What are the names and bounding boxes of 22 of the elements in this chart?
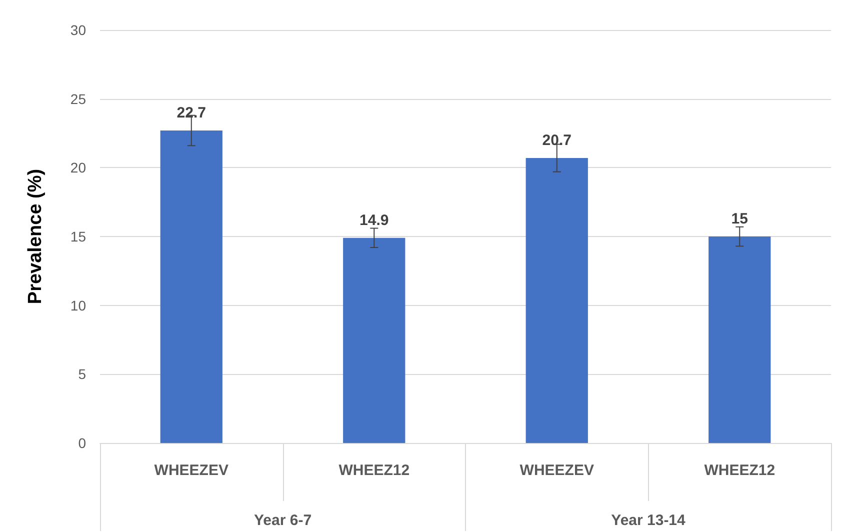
x-tick-label: WHEEZ12 xyxy=(704,462,776,479)
y-axis-title: Prevalence (%) xyxy=(25,168,46,304)
bar xyxy=(343,238,406,443)
y-tick-label: 20 xyxy=(70,160,86,176)
data-label: 14.9 xyxy=(360,212,389,229)
y-tick-label: 5 xyxy=(78,366,86,382)
data-label: 15 xyxy=(731,210,748,228)
y-tick-label: 10 xyxy=(70,297,86,314)
text: Year 6-7 xyxy=(254,512,312,529)
data-label: 22.7 xyxy=(176,104,206,122)
y-tick-label: 25 xyxy=(70,90,86,107)
x-tick-label: WHEEZ12 xyxy=(338,462,410,479)
data-label: 20.7 xyxy=(542,132,572,150)
bar xyxy=(160,130,222,443)
bar xyxy=(526,158,588,443)
text: Year 13-14 xyxy=(611,512,686,529)
x-tick-label: WHEEZEV xyxy=(520,462,594,479)
bar xyxy=(708,236,771,443)
y-tick-label: 30 xyxy=(70,22,86,38)
y-tick-label: 0 xyxy=(78,435,86,451)
x-tick-label: WHEEZEV xyxy=(154,462,228,479)
y-tick-label: 15 xyxy=(70,228,86,244)
